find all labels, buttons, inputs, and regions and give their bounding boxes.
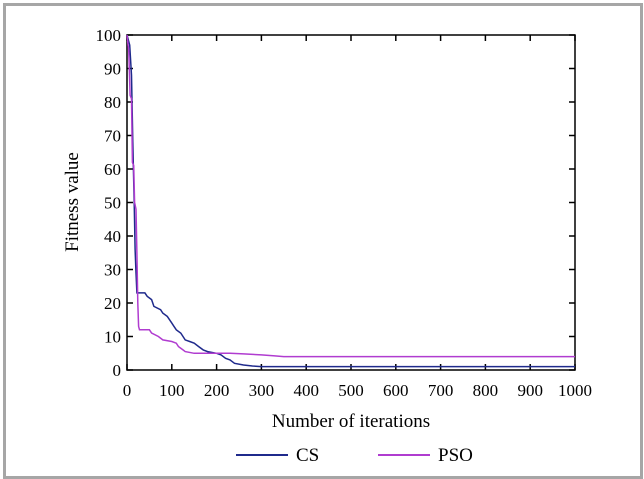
y-tick-label: 10: [104, 328, 121, 347]
x-tick-label: 300: [249, 381, 275, 400]
y-tick-label: 20: [104, 294, 121, 313]
chart-frame: [3, 3, 643, 479]
ticks-group: 0 100 200 300 400 500 600 700 800 900 1000 0 10 20 30 4…: [96, 26, 593, 400]
y-axis-label: Fitness value: [62, 152, 83, 252]
x-tick-label: 1000: [558, 381, 592, 400]
x-tick-label: 800: [473, 381, 499, 400]
y-tick-label: 40: [104, 227, 121, 246]
x-axis-label: Number of iterations: [272, 411, 430, 432]
series-line-cs: [126, 34, 575, 368]
y-tick-label: 30: [104, 261, 121, 280]
y-tick-label: 70: [104, 127, 121, 146]
y-tick-label: 50: [104, 194, 121, 213]
x-tick-label: 100: [159, 381, 185, 400]
legend-label-cs: CS: [296, 445, 319, 466]
x-tick-label: 400: [293, 381, 319, 400]
x-tick-label: 0: [123, 381, 132, 400]
y-tick-label: 90: [104, 60, 121, 79]
series-group: [126, 34, 575, 368]
legend-label-pso: PSO: [438, 445, 473, 466]
x-tick-label: 900: [517, 381, 543, 400]
y-tick-label: 80: [104, 93, 121, 112]
x-tick-label: 700: [428, 381, 454, 400]
y-tick-label: 100: [96, 26, 122, 45]
series-line-pso: [126, 34, 575, 358]
y-tick-label: 0: [113, 361, 122, 380]
x-tick-label: 600: [383, 381, 409, 400]
x-tick-label: 200: [204, 381, 230, 400]
plot-area: [126, 34, 576, 371]
x-tick-label: 500: [338, 381, 364, 400]
legend: CS PSO: [236, 445, 473, 466]
y-tick-label: 60: [104, 160, 121, 179]
